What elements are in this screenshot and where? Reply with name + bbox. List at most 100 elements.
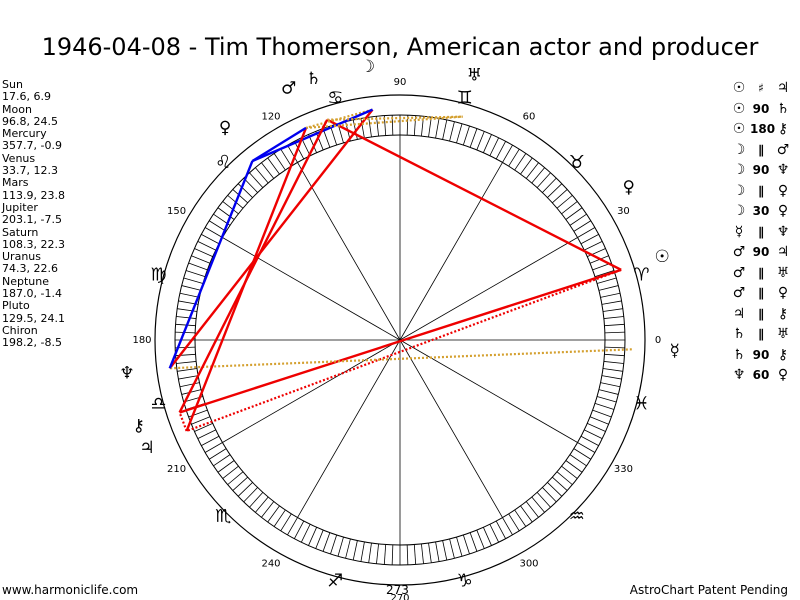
degree-tick xyxy=(601,300,622,305)
degree-tick xyxy=(227,471,244,485)
aquarius-glyph: ♒ xyxy=(569,506,585,527)
degree-tick xyxy=(580,435,599,446)
degree-tick xyxy=(301,524,311,543)
degree-tick xyxy=(601,375,622,380)
aspect-type: 90 xyxy=(752,101,770,116)
degree-tick xyxy=(598,285,619,291)
aspect-planet-1: ♂ xyxy=(732,264,746,281)
degree-tick xyxy=(376,543,379,564)
degree-tick xyxy=(520,505,533,523)
degree-tick xyxy=(561,465,578,479)
degree-tick xyxy=(531,496,545,513)
degree-tick xyxy=(352,540,358,561)
libra-glyph: ♎ xyxy=(150,394,166,415)
degree-tick xyxy=(604,353,625,357)
degree-tick xyxy=(536,492,551,508)
degree-tick xyxy=(476,131,485,151)
degree-tick xyxy=(495,520,506,539)
degree-tick xyxy=(604,331,625,334)
degree-tick xyxy=(489,524,499,543)
aspect-planet-1: ☉ xyxy=(732,80,746,96)
degree-tick xyxy=(547,183,563,198)
aspect-planet-1: ☉ xyxy=(732,100,746,117)
degree-tick xyxy=(176,361,197,364)
pluto-glyph: ♀ xyxy=(219,118,231,138)
mercury-glyph: ☿ xyxy=(670,341,680,361)
position-value: 198.2, -8.5 xyxy=(2,336,62,350)
degree-tick xyxy=(413,115,417,136)
aspect-type: ∥ xyxy=(758,327,764,341)
aspect-planet-2: ♆ xyxy=(776,223,790,240)
degree-tick xyxy=(508,148,520,167)
position-name: Neptune xyxy=(2,274,50,288)
aspect-planet-2: ♀ xyxy=(777,182,789,199)
degree-tick xyxy=(428,117,432,138)
degree-tick xyxy=(449,121,455,142)
degree-tick xyxy=(330,534,338,555)
aspect-line-saturn-chiron xyxy=(178,119,329,414)
aspect-planet-1: ♄ xyxy=(732,346,746,363)
aspect-planet-1: ☉ xyxy=(732,121,746,137)
aspect-line-moon-neptune xyxy=(168,108,374,370)
aspect-type: ∥ xyxy=(758,183,764,198)
degree-tick xyxy=(208,220,227,232)
degree-tick xyxy=(191,255,211,264)
aspect-row: ♂ 90 ♃ xyxy=(728,242,794,263)
capricorn-glyph: ♑ xyxy=(457,570,473,591)
degree-label: 270 xyxy=(390,593,409,600)
degree-label: 330 xyxy=(614,464,633,475)
degree-tick xyxy=(267,157,280,175)
degree-tick xyxy=(462,534,470,555)
saturn-glyph: ♄ xyxy=(306,69,321,89)
degree-tick xyxy=(188,262,208,271)
degree-tick xyxy=(602,368,623,372)
degree-tick xyxy=(603,316,624,319)
aspect-planet-2: ♃ xyxy=(776,244,790,260)
patent-notice: AstroChart Patent Pending xyxy=(629,583,788,597)
taurus-glyph: ♉ xyxy=(569,152,585,173)
degree-tick xyxy=(547,482,563,497)
aspect-planet-2: ♅ xyxy=(776,264,790,281)
degree-label: 90 xyxy=(394,77,407,88)
degree-tick xyxy=(308,527,317,546)
degree-tick xyxy=(556,195,573,209)
degree-tick xyxy=(600,292,621,298)
aspect-planet-2: ♀ xyxy=(777,203,789,219)
degree-tick xyxy=(197,241,216,251)
degree-tick xyxy=(261,162,275,179)
degree-tick xyxy=(604,346,625,349)
aspect-planet-1: ☿ xyxy=(734,223,744,240)
aspect-type: 90 xyxy=(752,163,770,177)
degree-tick xyxy=(181,389,202,395)
degree-tick xyxy=(176,316,197,319)
degree-tick xyxy=(428,542,432,563)
degree-tick xyxy=(261,501,275,518)
website-link[interactable]: www.harmoniclife.com xyxy=(2,583,139,597)
house-spoke xyxy=(399,339,578,443)
aspect-type: ∥ xyxy=(758,306,764,321)
venus-glyph: ♀ xyxy=(623,177,635,197)
degree-tick xyxy=(255,167,269,184)
degree-tick xyxy=(191,416,211,425)
aspect-planet-1: ♆ xyxy=(732,367,746,383)
position-name: Mercury xyxy=(2,127,47,141)
position-name: Uranus xyxy=(2,250,41,264)
degree-tick xyxy=(178,375,199,380)
degree-tick xyxy=(489,137,499,156)
aspect-planet-1: ♄ xyxy=(732,326,746,342)
degree-tick xyxy=(495,141,506,160)
house-spoke xyxy=(399,237,578,341)
aspect-line-sun-jupiter xyxy=(186,268,622,433)
degree-tick xyxy=(237,183,253,198)
aspect-planet-2: ♅ xyxy=(776,326,790,342)
jupiter-glyph: ♃ xyxy=(139,438,154,458)
degree-tick xyxy=(596,277,617,284)
aspect-planet-2: ♄ xyxy=(776,100,790,117)
scorpio-glyph: ♏ xyxy=(215,506,231,527)
degree-tick xyxy=(294,520,305,539)
degree-tick xyxy=(273,509,286,527)
degree-tick xyxy=(542,487,557,503)
aspect-planet-2: ♆ xyxy=(776,162,790,178)
aspect-list: ☉ ♯ ♃ ☉ 90 ♄ ☉ 180 ⚷ ☽ ∥ ♂ ☽ 90 ♆ ☽ ∥ ♀ ☽ 30 ♀ ☿ ∥ ♆ ♂ 90 ♃ ♂ ∥ ♅ ♂ ∥ ♀ ♃… xyxy=(728,78,794,386)
